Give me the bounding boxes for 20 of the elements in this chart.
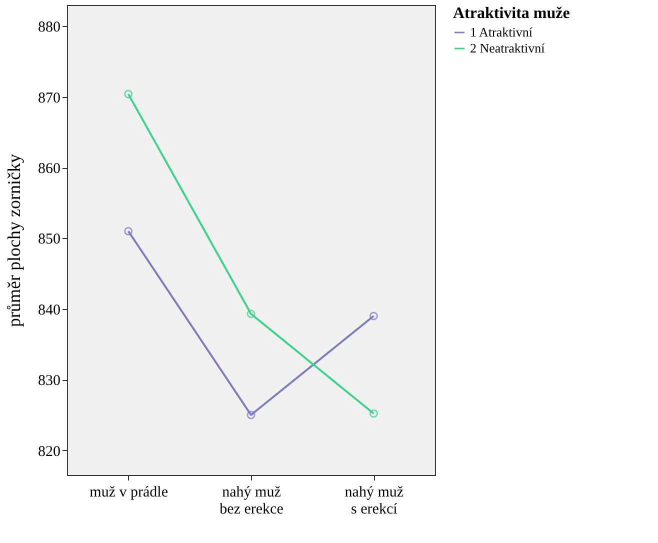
point	[124, 90, 133, 98]
y-axis-title: průměr plochy zorničky	[4, 154, 24, 327]
point	[246, 410, 256, 420]
point	[124, 226, 133, 236]
y-tick-label: 850	[38, 232, 60, 248]
y-tick-label: 880	[38, 20, 60, 36]
point	[369, 409, 378, 418]
point	[369, 312, 378, 320]
legend-label: 2 Neatraktivní	[470, 40, 546, 56]
y-tick-label: 840	[38, 302, 60, 318]
x-tick-label: nahý muž bez erekce	[220, 484, 284, 518]
x-tick-label: muž v prádle	[90, 484, 168, 500]
legend-title: Atraktivita muže	[453, 5, 570, 22]
legend-label: 1 Atraktivní	[470, 24, 533, 40]
y-tick-label: 830	[38, 373, 60, 390]
point	[246, 310, 256, 318]
y-tick-label: 860	[38, 161, 60, 178]
y-tick-label: 870	[38, 90, 60, 106]
x-tick-label: nahý muž s erekcí	[344, 484, 404, 518]
y-tick-label: 820	[38, 444, 60, 460]
